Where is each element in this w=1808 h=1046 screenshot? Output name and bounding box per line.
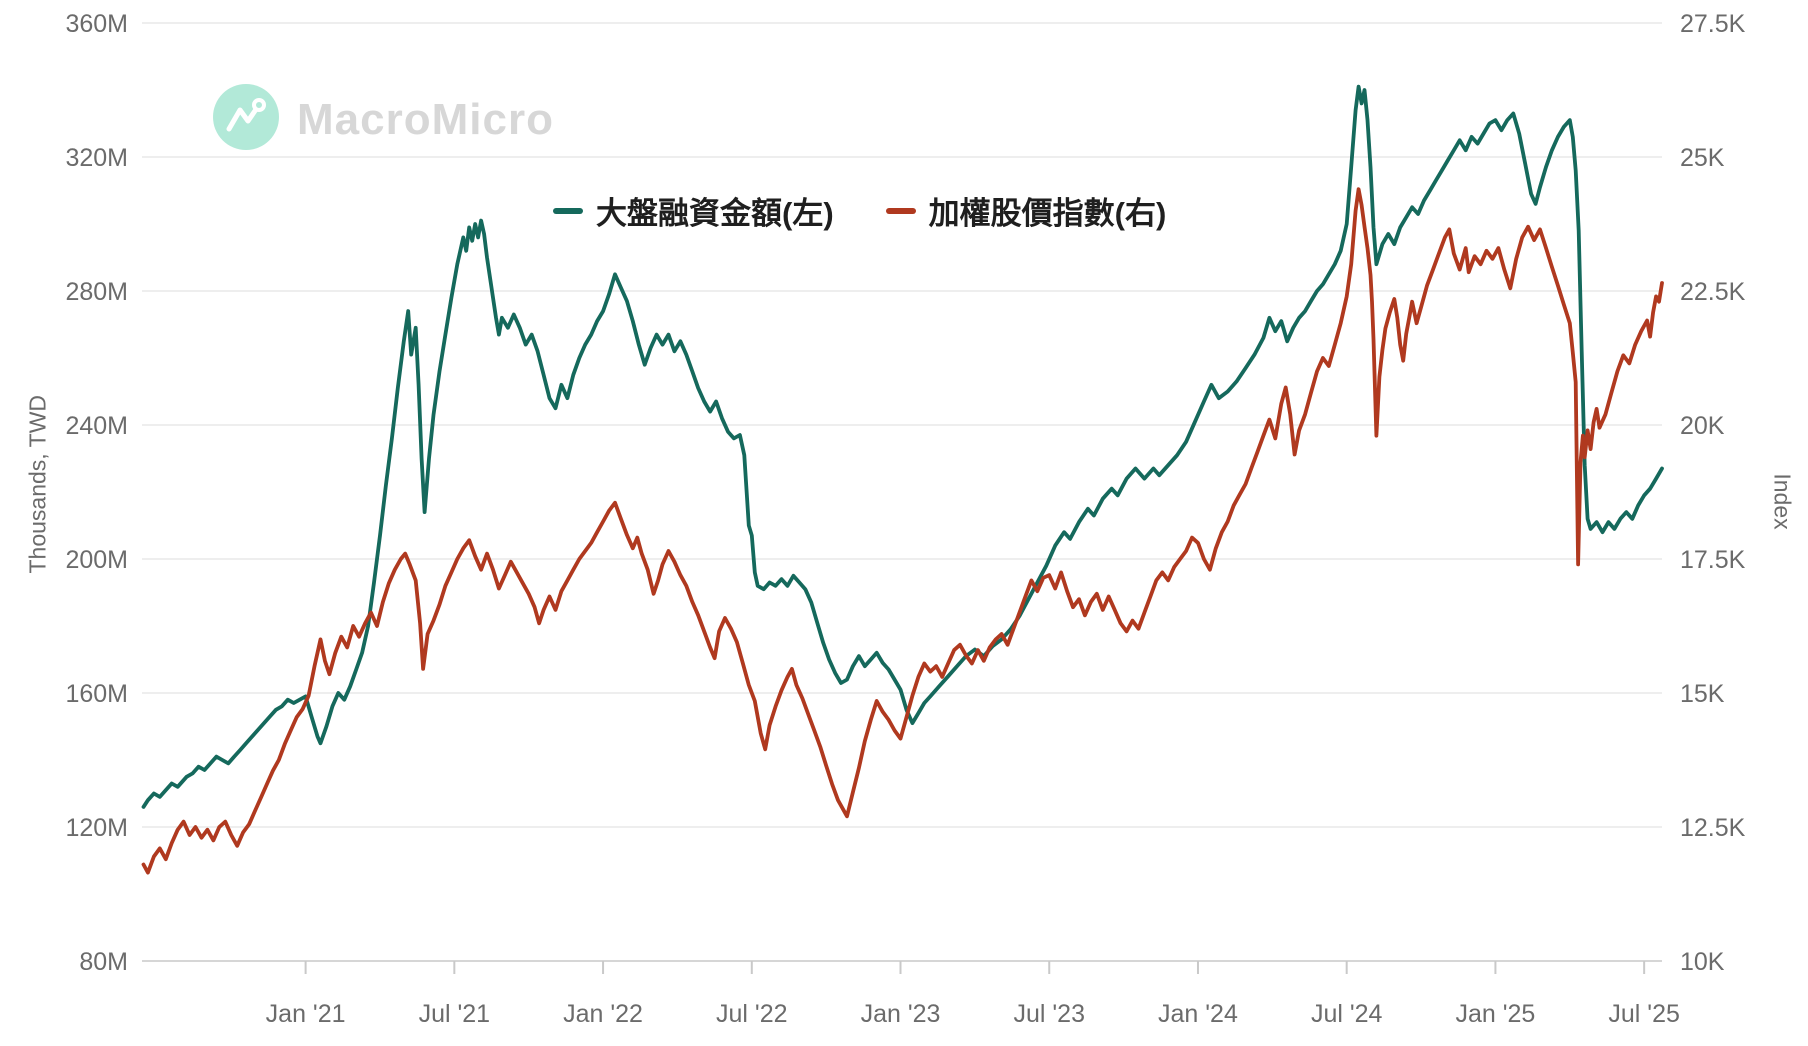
y-tick-label-left: 280M [65, 278, 128, 306]
y-tick-label-right: 15K [1680, 680, 1725, 708]
macromicro-logo-icon [213, 84, 279, 155]
x-tick-label: Jul '23 [1013, 1000, 1084, 1028]
y-tick-label-right: 17.5K [1680, 546, 1746, 574]
y-tick-label-left: 80M [79, 948, 128, 976]
y-tick-label-right: 20K [1680, 412, 1725, 440]
left-axis-title: Thousands, TWD [24, 394, 51, 574]
x-tick-label: Jan '23 [861, 1000, 941, 1028]
y-tick-label-right: 25K [1680, 144, 1725, 172]
series-line-taiex-index [141, 187, 1664, 875]
legend-item-taiex-index[interactable]: 加權股價指數(右) [885, 188, 1167, 233]
x-tick-label: Jul '22 [716, 1000, 787, 1028]
legend-label-margin-financing: 大盤融資金額(左) [596, 196, 834, 231]
x-tick-label: Jan '22 [563, 1000, 643, 1028]
y-tick-label-right: 22.5K [1680, 278, 1746, 306]
x-tick-label: Jul '24 [1311, 1000, 1383, 1028]
x-tick-label: Jan '24 [1158, 1000, 1238, 1028]
legend-swatch-taiex-index [885, 207, 916, 214]
series-line-margin-financing [141, 84, 1664, 809]
y-tick-label-left: 240M [65, 412, 128, 440]
y-tick-label-left: 160M [65, 680, 128, 708]
y-tick-label-left: 120M [65, 814, 128, 842]
legend: 大盤融資金額(左) 加權股價指數(右) [553, 188, 1166, 233]
right-axis-title: Index [1769, 473, 1796, 530]
y-tick-label-right: 10K [1680, 948, 1725, 976]
watermark-brand-text: MacroMicro [297, 94, 554, 144]
legend-label-taiex-index: 加權股價指數(右) [928, 196, 1167, 231]
y-tick-label-left: 360M [65, 10, 128, 38]
y-tick-label-right: 27.5K [1680, 10, 1746, 38]
x-tick-label: Jul '21 [419, 1000, 490, 1028]
y-tick-label-left: 200M [65, 546, 128, 574]
watermark: MacroMicro [213, 84, 554, 155]
legend-swatch-margin-financing [553, 207, 583, 214]
y-tick-label-right: 12.5K [1680, 814, 1746, 842]
legend-item-margin-financing[interactable]: 大盤融資金額(左) [553, 188, 834, 233]
x-tick-label: Jan '25 [1456, 1000, 1536, 1028]
x-tick-label: Jul '25 [1608, 1000, 1679, 1028]
y-tick-label-left: 320M [65, 144, 128, 172]
x-tick-label: Jan '21 [266, 1000, 346, 1028]
